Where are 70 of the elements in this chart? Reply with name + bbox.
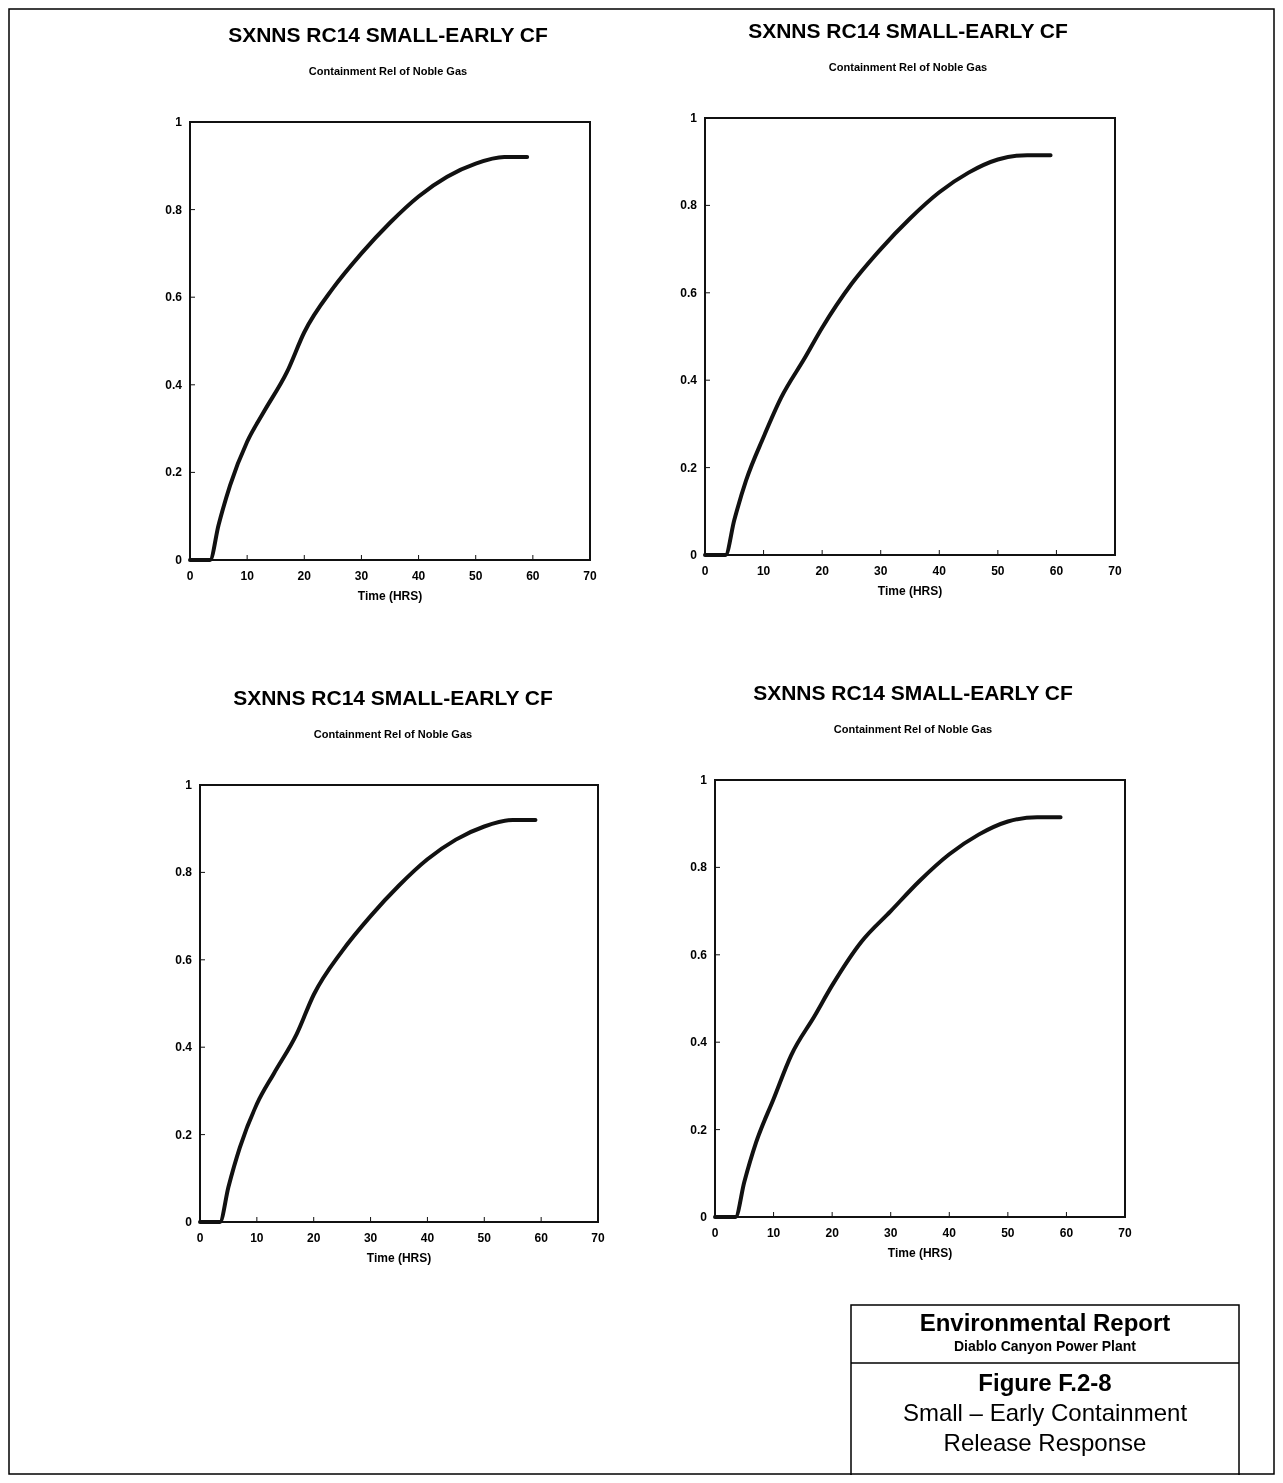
y-tick-label: 0.8	[690, 860, 708, 875]
chart-subtitle: Containment Rel of Noble Gas	[313, 728, 473, 740]
chart-title: SXNNS RC14 SMALL-EARLY CF	[748, 19, 1069, 42]
y-tick-label: 0	[690, 548, 698, 562]
x-axis-title: Time (HRS)	[887, 1246, 953, 1260]
y-tick-label: 0.8	[175, 865, 193, 880]
x-tick-label: 70	[583, 569, 597, 583]
x-tick-label: 20	[297, 569, 312, 583]
x-tick-label: 0	[196, 1231, 204, 1245]
y-tick-label: 0	[185, 1215, 193, 1229]
x-tick-label: 10	[766, 1226, 781, 1240]
x-tick-label: 40	[420, 1231, 435, 1245]
y-tick-label: 0.4	[680, 373, 698, 388]
x-tick-label: 30	[874, 564, 888, 578]
x-tick-label: 20	[815, 564, 830, 578]
x-tick-label: 50	[477, 1231, 492, 1245]
x-tick-label: 10	[240, 569, 255, 583]
text: Diablo Canyon Power Plant	[953, 1338, 1137, 1354]
chart-subtitle: Containment Rel of Noble Gas	[308, 65, 468, 77]
x-tick-label: 20	[825, 1226, 840, 1240]
x-tick-label: 50	[1001, 1226, 1015, 1240]
text: Small – Early Containment Release Response	[902, 1399, 1188, 1456]
x-tick-label: 30	[363, 1231, 378, 1245]
x-tick-label: 70	[1108, 564, 1122, 578]
y-tick-label: 1	[185, 778, 193, 792]
x-tick-label: 70	[1118, 1226, 1132, 1240]
text: Environmental Report	[919, 1309, 1171, 1336]
text: Figure F.2-8	[978, 1369, 1112, 1396]
y-tick-label: 0.2	[690, 1122, 708, 1137]
x-tick-label: 10	[250, 1231, 264, 1245]
chart-title: SXNNS RC14 SMALL-EARLY CF	[753, 681, 1074, 704]
x-tick-label: 60	[1049, 564, 1064, 578]
x-tick-label: 50	[469, 569, 483, 583]
x-tick-label: 30	[884, 1226, 898, 1240]
y-tick-label: 1	[690, 111, 698, 125]
x-tick-label: 0	[711, 1226, 719, 1240]
x-axis-title: Time (HRS)	[366, 1251, 432, 1265]
y-tick-label: 0.4	[165, 377, 183, 392]
y-tick-label: 0.8	[165, 202, 183, 217]
x-axis-title: Time (HRS)	[877, 584, 943, 598]
x-tick-label: 60	[534, 1231, 549, 1245]
x-tick-label: 40	[932, 564, 947, 578]
y-tick-label: 0.2	[165, 465, 183, 480]
x-tick-label: 20	[307, 1231, 321, 1245]
y-tick-label: 0.6	[175, 952, 193, 967]
x-tick-label: 40	[411, 569, 426, 583]
x-tick-label: 10	[756, 564, 771, 578]
y-tick-label: 0	[175, 553, 183, 567]
chart-title: SXNNS RC14 SMALL-EARLY CF	[228, 23, 549, 46]
y-tick-label: 0.4	[690, 1035, 708, 1050]
x-tick-label: 40	[942, 1226, 957, 1240]
x-axis-title: Time (HRS)	[357, 589, 423, 603]
y-tick-label: 0.6	[690, 947, 708, 962]
y-tick-label: 0.8	[680, 198, 698, 213]
chart-subtitle: Containment Rel of Noble Gas	[828, 61, 988, 73]
y-tick-label: 0.2	[175, 1127, 193, 1142]
y-tick-label: 0.6	[680, 285, 698, 300]
x-tick-label: 30	[354, 569, 369, 583]
chart-title: SXNNS RC14 SMALL-EARLY CF	[233, 686, 554, 709]
x-tick-label: 60	[526, 569, 540, 583]
x-tick-label: 60	[1059, 1226, 1074, 1240]
y-tick-label: 1	[175, 115, 183, 129]
y-tick-label: 0.2	[680, 460, 698, 475]
y-tick-label: 0	[700, 1210, 708, 1224]
y-tick-label: 0.6	[165, 290, 183, 305]
y-tick-label: 1	[700, 773, 708, 787]
chart-subtitle: Containment Rel of Noble Gas	[833, 723, 993, 735]
y-tick-label: 0.4	[175, 1040, 193, 1055]
x-tick-label: 70	[591, 1231, 605, 1245]
x-tick-label: 50	[991, 564, 1005, 578]
